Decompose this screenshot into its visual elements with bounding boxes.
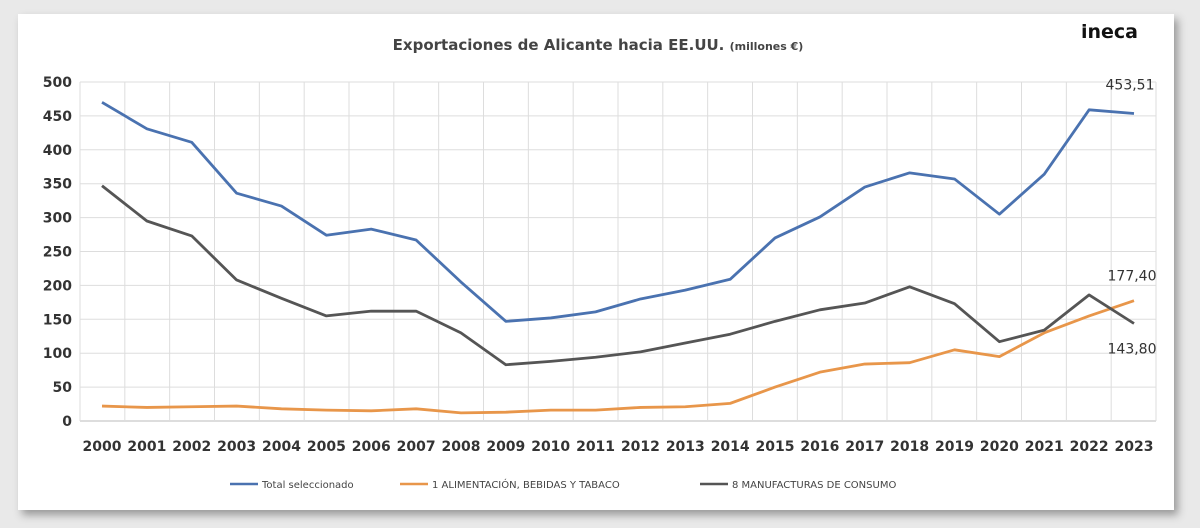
legend-label: 8 MANUFACTURAS DE CONSUMO — [732, 480, 896, 491]
x-tick-label: 2022 — [1070, 439, 1109, 455]
legend-label: Total seleccionado — [261, 480, 354, 491]
y-tick-label: 450 — [43, 109, 72, 125]
x-tick-label: 2004 — [262, 439, 301, 455]
x-tick-label: 2016 — [800, 439, 839, 455]
x-tick-label: 2002 — [172, 439, 211, 455]
y-tick-label: 400 — [43, 143, 72, 159]
y-tick-label: 50 — [53, 380, 73, 396]
x-tick-label: 2008 — [441, 439, 480, 455]
x-tick-label: 2017 — [845, 439, 884, 455]
y-tick-label: 250 — [43, 245, 72, 261]
x-tick-label: 2003 — [217, 439, 256, 455]
x-tick-label: 2005 — [307, 439, 346, 455]
x-tick-label: 2007 — [397, 439, 436, 455]
y-tick-label: 500 — [43, 75, 72, 91]
x-tick-label: 2006 — [352, 439, 391, 455]
x-tick-label: 2012 — [621, 439, 660, 455]
y-tick-label: 300 — [43, 211, 72, 227]
x-tick-label: 2010 — [531, 439, 570, 455]
x-tick-label: 2009 — [486, 439, 525, 455]
y-tick-label: 350 — [43, 177, 72, 193]
x-tick-label: 2011 — [576, 439, 615, 455]
y-tick-label: 0 — [62, 414, 72, 430]
chart-subtitle: (millones €) — [730, 40, 804, 53]
data-label: 143,80 — [1108, 342, 1157, 358]
line-chart: 0 50 100 150 200 250 300 350 400 450 500 2000 2001 20… — [43, 21, 1157, 491]
x-tick-label: 2000 — [83, 439, 122, 455]
y-tick-label: 200 — [43, 278, 72, 294]
x-tick-label: 2019 — [935, 439, 974, 455]
x-tick-label: 2023 — [1115, 439, 1154, 455]
chart-card: 0 50 100 150 200 250 300 350 400 450 500 2000 2001 20… — [18, 14, 1174, 510]
legend-label: 1 ALIMENTACIÓN, BEBIDAS Y TABACO — [432, 478, 620, 491]
series-line-2 — [101, 184, 1135, 367]
series-line-0 — [101, 101, 1135, 323]
x-tick-label: 2001 — [127, 439, 166, 455]
chart-title: Exportaciones de Alicante hacia EE.UU. (… — [393, 36, 804, 54]
data-label: 453,51 — [1106, 78, 1155, 94]
x-tick-label: 2015 — [756, 439, 795, 455]
x-tick-label: 2018 — [890, 439, 929, 455]
x-tick-label: 2021 — [1025, 439, 1064, 455]
x-tick-label: 2013 — [666, 439, 705, 455]
y-tick-label: 100 — [43, 346, 72, 362]
x-tick-label: 2014 — [711, 439, 750, 455]
series-line-1 — [101, 299, 1135, 415]
y-tick-label: 150 — [43, 312, 72, 328]
x-tick-label: 2020 — [980, 439, 1019, 455]
data-label: 177,40 — [1108, 269, 1157, 285]
ineca-logo: ineca — [1081, 21, 1138, 43]
